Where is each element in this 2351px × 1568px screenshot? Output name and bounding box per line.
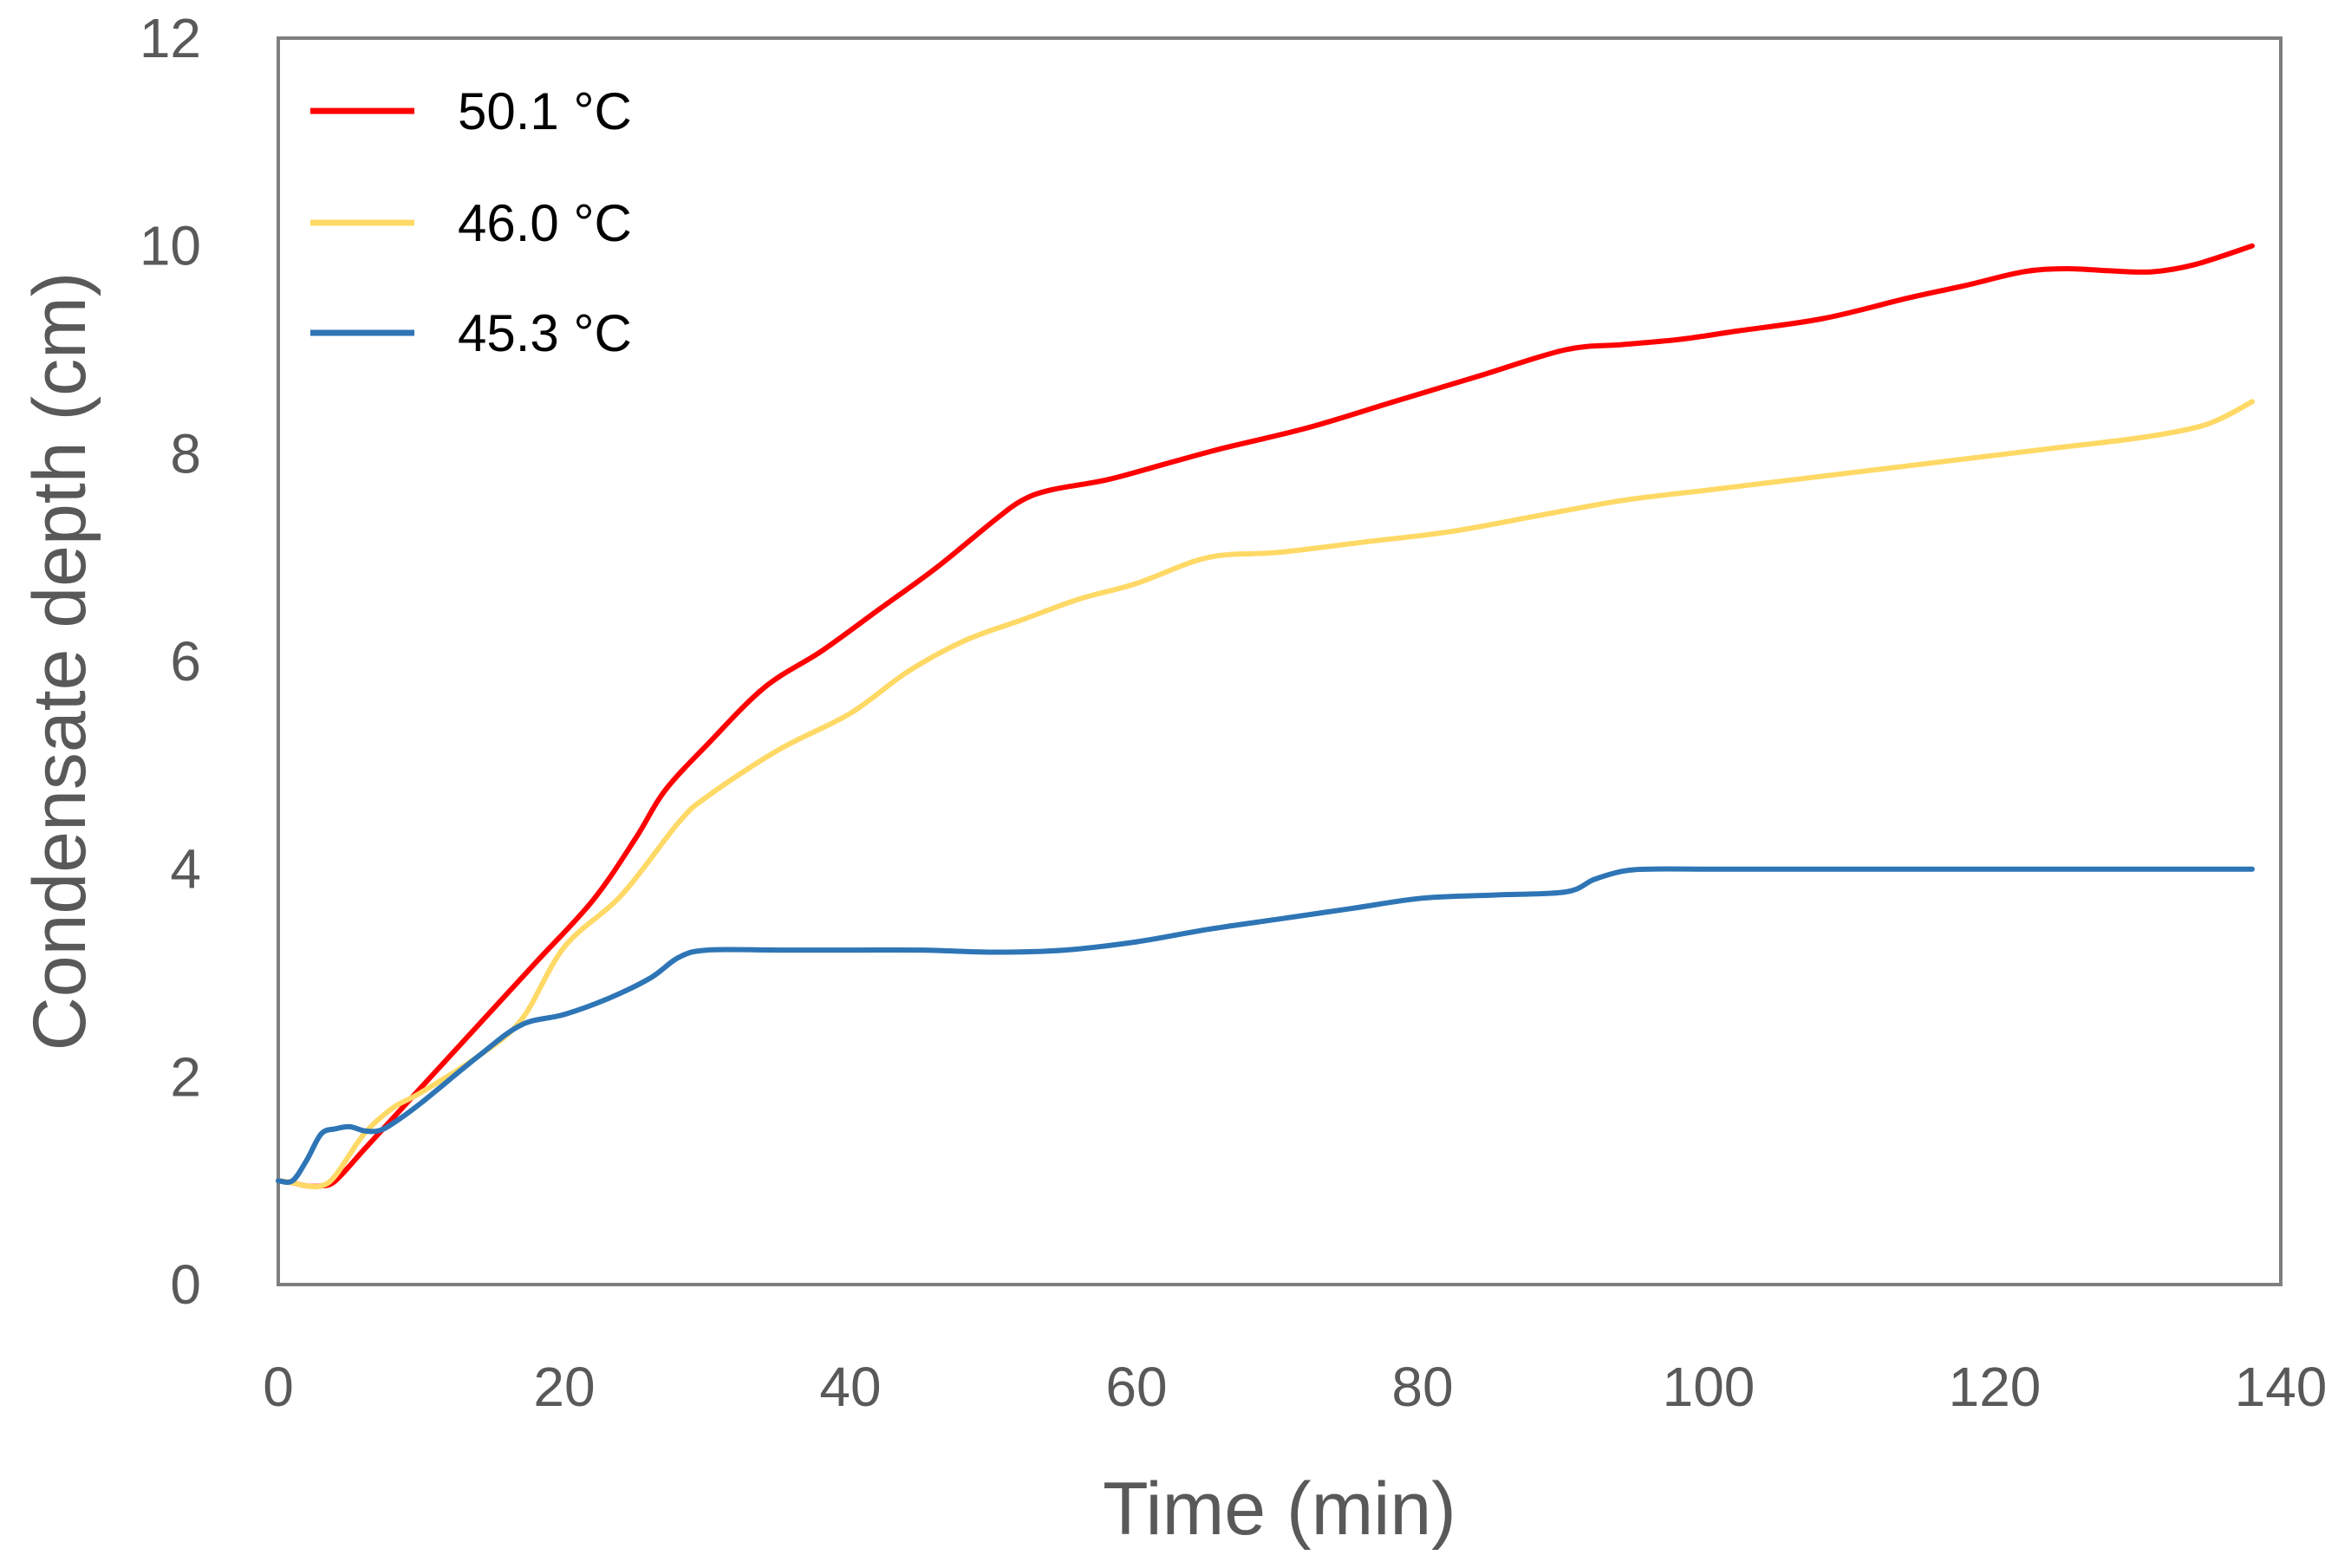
x-axis-ticks: 0 20 40 60 80 100 120 140 [263, 1356, 2327, 1418]
series-line-1 [276, 243, 2255, 1189]
series-line-3 [276, 866, 2255, 1185]
legend-label-1: 50.1 °C [458, 82, 632, 140]
y-tick-label: 0 [170, 1253, 201, 1316]
x-tick-label: 0 [263, 1356, 294, 1418]
y-axis-title: Condensate depth (cm) [18, 272, 101, 1051]
x-tick-label: 60 [1105, 1356, 1167, 1418]
legend: 50.1 °C 46.0 °C 45.3 °C [310, 82, 632, 362]
y-tick-label: 6 [170, 630, 201, 693]
y-tick-label: 12 [140, 7, 201, 69]
series-layer [276, 243, 2255, 1190]
legend-label-3: 45.3 °C [458, 304, 632, 362]
series-line-2 [276, 399, 2255, 1190]
y-tick-label: 10 [140, 215, 201, 277]
x-axis-title: Time (min) [1103, 1467, 1456, 1551]
x-tick-label: 40 [819, 1356, 881, 1418]
x-tick-label: 120 [1949, 1356, 2042, 1418]
x-tick-label: 20 [533, 1356, 595, 1418]
y-tick-label: 4 [170, 838, 201, 901]
y-axis-ticks: 0 2 4 6 8 10 12 [140, 7, 201, 1316]
y-tick-label: 2 [170, 1045, 201, 1108]
y-tick-label: 8 [170, 422, 201, 485]
legend-label-2: 46.0 °C [458, 194, 632, 252]
x-tick-label: 100 [1663, 1356, 1755, 1418]
plot-frame [277, 36, 2283, 1286]
x-tick-label: 80 [1391, 1356, 1453, 1418]
x-tick-label: 140 [2235, 1356, 2328, 1418]
